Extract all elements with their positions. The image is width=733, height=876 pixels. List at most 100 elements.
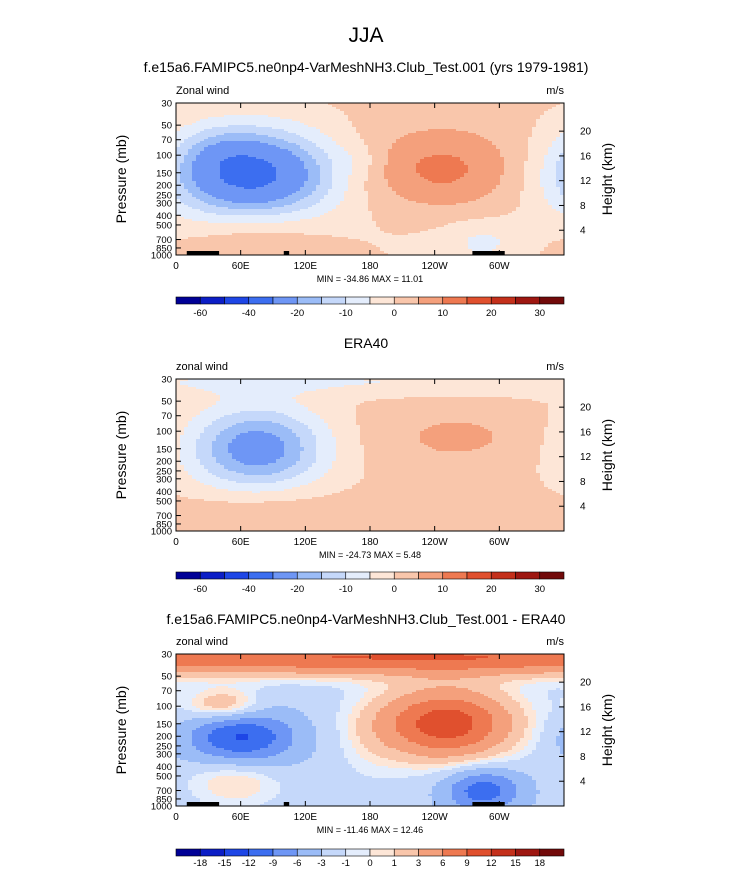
heatmap-cell [332,123,337,126]
heatmap-cell [388,157,393,160]
heatmap-cell [500,119,505,122]
heatmap-cell [408,155,413,158]
heatmap-cell [340,191,345,194]
heatmap-cell [248,189,253,192]
heatmap-cell [560,131,565,134]
heatmap-cell [532,155,537,158]
heatmap-cell [292,107,297,110]
heatmap-cell [216,157,221,160]
heatmap-cell [520,179,525,182]
heatmap-cell [196,199,201,202]
heatmap-cell [340,179,345,182]
heatmap-cell [192,141,197,144]
heatmap-cell [520,183,525,186]
heatmap-cell [308,115,313,118]
heatmap-cell [416,111,421,114]
heatmap-cell [272,149,277,152]
heatmap-cell [256,113,261,116]
heatmap-cell [176,111,181,114]
heatmap-cell [528,135,533,138]
heatmap-cell [428,129,433,132]
heatmap-cell [428,119,433,122]
heatmap-cell [484,173,489,176]
heatmap-cell [248,121,253,124]
heatmap-cell [536,195,541,198]
heatmap-cell [460,115,465,118]
heatmap-cell [212,107,217,110]
heatmap-cell [184,199,189,202]
heatmap-cell [288,173,293,176]
heatmap-cell [240,137,245,140]
heatmap-cell [300,189,305,192]
heatmap-cell [412,163,417,166]
heatmap-cell [516,131,521,134]
heatmap-cell [192,203,197,206]
heatmap-cell [360,115,365,118]
heatmap-cell [300,105,305,108]
heatmap-cell [236,189,241,192]
heatmap-cell [244,163,249,166]
heatmap-cell [536,127,541,130]
heatmap-cell [208,165,213,168]
heatmap-cell [504,191,509,194]
heatmap-cell [384,125,389,128]
heatmap-cell [260,179,265,182]
heatmap-cell [376,165,381,168]
heatmap-cell [444,161,449,164]
heatmap-cell [348,163,353,166]
heatmap-cell [256,195,261,198]
heatmap-cell [452,143,457,146]
heatmap-cell [480,179,485,182]
heatmap-cell [360,137,365,140]
heatmap-cell [444,191,449,194]
heatmap-cell [292,109,297,112]
heatmap-cell [228,189,233,192]
heatmap-cell [448,183,453,186]
heatmap-cell [488,197,493,200]
heatmap-cell [180,205,185,208]
heatmap-cell [532,151,537,154]
heatmap-cell [360,109,365,112]
heatmap-cell [296,157,301,160]
heatmap-cell [552,151,557,154]
heatmap-cell [540,183,545,186]
heatmap-cell [184,103,189,106]
heatmap-cell [408,197,413,200]
heatmap-cell [324,103,329,106]
heatmap-cell [208,167,213,170]
heatmap-cell [476,179,481,182]
heatmap-cell [516,179,521,182]
heatmap-cell [236,199,241,202]
heatmap-cell [524,115,529,118]
heatmap-cell [316,131,321,134]
heatmap-cell [200,147,205,150]
heatmap-cell [236,157,241,160]
heatmap-cell [528,121,533,124]
heatmap-cell [364,169,369,172]
heatmap-cell [560,119,565,122]
heatmap-cell [256,121,261,124]
heatmap-cell [332,171,337,174]
heatmap-cell [388,143,393,146]
heatmap-cell [328,199,333,202]
heatmap-cell [352,127,357,130]
heatmap-cell [552,103,557,106]
heatmap-cell [256,143,261,146]
heatmap-cell [384,183,389,186]
heatmap-cell [396,181,401,184]
heatmap-cell [228,113,233,116]
heatmap-cell [236,117,241,120]
heatmap-cell [236,109,241,112]
heatmap-cell [204,197,209,200]
heatmap-cell [208,205,213,208]
heatmap-cell [496,117,501,120]
heatmap-cell [308,113,313,116]
heatmap-cell [288,189,293,192]
heatmap-cell [316,163,321,166]
heatmap-cell [376,129,381,132]
heatmap-cell [512,159,517,162]
heatmap-cell [484,169,489,172]
heatmap-cell [292,201,297,204]
heatmap-cell [396,131,401,134]
heatmap-cell [296,167,301,170]
